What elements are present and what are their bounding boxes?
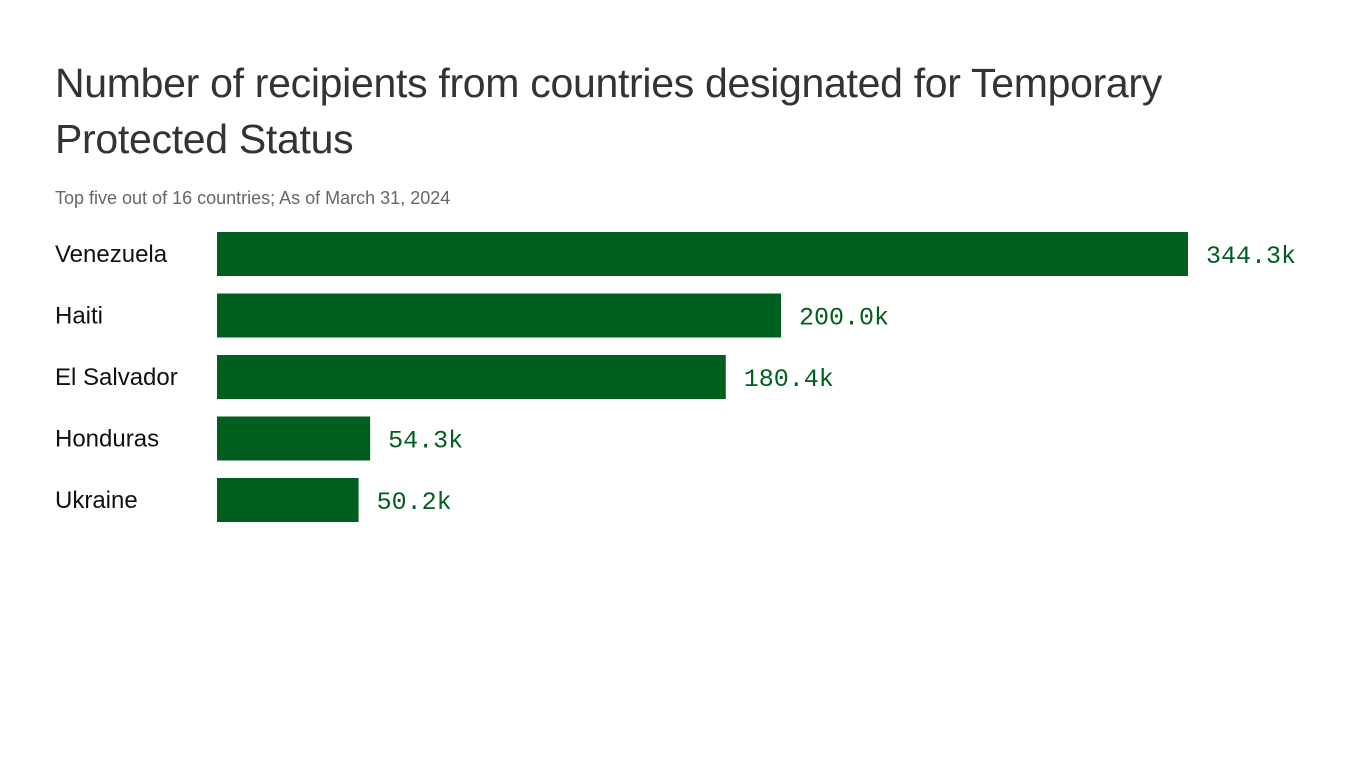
category-label: Ukraine <box>55 487 138 514</box>
chart-subtitle: Top five out of 16 countries; As of Marc… <box>55 188 451 208</box>
category-label: Haiti <box>55 303 103 330</box>
bar-haiti <box>217 293 782 338</box>
bar-el-salvador <box>217 355 726 399</box>
value-label: 200.0k <box>799 304 889 333</box>
value-label: 54.3k <box>388 427 463 456</box>
value-label: 180.4k <box>744 365 834 394</box>
bar-venezuela <box>217 232 1188 276</box>
chart-title: Number of recipients from countries desi… <box>55 60 1162 162</box>
category-label: Venezuela <box>55 241 168 268</box>
value-label: 344.3k <box>1206 242 1296 271</box>
category-label: El Salvador <box>55 364 178 391</box>
bar-honduras <box>217 416 371 461</box>
value-label: 50.2k <box>377 488 452 517</box>
bar-ukraine <box>217 478 359 522</box>
category-label: Honduras <box>55 426 159 453</box>
